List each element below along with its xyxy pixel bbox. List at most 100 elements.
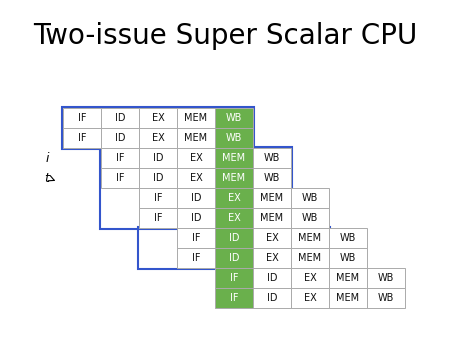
Bar <box>291 268 329 288</box>
Bar <box>291 188 329 208</box>
Bar <box>215 168 253 188</box>
Bar <box>177 188 215 208</box>
Bar <box>367 288 405 308</box>
Bar <box>177 248 215 268</box>
Bar <box>177 208 215 228</box>
Text: IF: IF <box>230 273 238 283</box>
Bar <box>139 108 177 128</box>
Text: IF: IF <box>116 173 124 183</box>
Text: WB: WB <box>378 293 394 303</box>
Bar <box>253 188 291 208</box>
Text: EX: EX <box>266 253 279 263</box>
Bar <box>63 108 101 128</box>
Bar <box>253 228 291 248</box>
Text: WB: WB <box>226 113 242 123</box>
Bar <box>101 128 139 148</box>
Text: WB: WB <box>302 213 318 223</box>
Bar <box>253 168 291 188</box>
Text: MEM: MEM <box>298 233 322 243</box>
Text: EX: EX <box>304 293 316 303</box>
Bar <box>215 248 253 268</box>
Text: EX: EX <box>152 133 164 143</box>
Bar <box>177 148 215 168</box>
Bar <box>138 227 330 269</box>
Text: ID: ID <box>115 113 125 123</box>
Text: MEM: MEM <box>337 293 360 303</box>
Text: IF: IF <box>230 293 238 303</box>
Text: EX: EX <box>266 233 279 243</box>
Text: IF: IF <box>154 193 162 203</box>
Text: t: t <box>45 171 50 185</box>
Bar <box>139 208 177 228</box>
Text: EX: EX <box>189 153 202 163</box>
Bar <box>177 128 215 148</box>
Text: EX: EX <box>189 173 202 183</box>
Bar <box>329 228 367 248</box>
Bar <box>253 148 291 168</box>
Bar <box>291 228 329 248</box>
Text: Two-issue Super Scalar CPU: Two-issue Super Scalar CPU <box>33 22 417 50</box>
Bar <box>177 108 215 128</box>
Text: EX: EX <box>228 193 240 203</box>
Text: ID: ID <box>153 153 163 163</box>
Text: i: i <box>45 151 49 165</box>
Text: WB: WB <box>226 133 242 143</box>
Bar <box>253 208 291 228</box>
Text: ID: ID <box>267 293 277 303</box>
Bar <box>253 268 291 288</box>
Text: MEM: MEM <box>184 113 207 123</box>
Bar <box>139 168 177 188</box>
Bar <box>62 107 254 149</box>
Text: ID: ID <box>229 233 239 243</box>
Bar <box>291 288 329 308</box>
Bar <box>139 188 177 208</box>
Text: ID: ID <box>191 193 201 203</box>
Bar <box>329 248 367 268</box>
Bar <box>139 148 177 168</box>
Bar <box>139 128 177 148</box>
Bar <box>291 248 329 268</box>
Text: WB: WB <box>302 193 318 203</box>
Bar <box>367 268 405 288</box>
Bar <box>101 108 139 128</box>
Bar <box>253 248 291 268</box>
Text: EX: EX <box>228 213 240 223</box>
Bar <box>291 208 329 228</box>
Text: WB: WB <box>340 253 356 263</box>
Text: WB: WB <box>264 153 280 163</box>
Text: MEM: MEM <box>337 273 360 283</box>
Text: IF: IF <box>192 233 200 243</box>
Bar <box>215 128 253 148</box>
Text: ID: ID <box>191 213 201 223</box>
Text: MEM: MEM <box>222 153 246 163</box>
Bar <box>101 148 139 168</box>
Bar <box>215 268 253 288</box>
Bar <box>177 228 215 248</box>
Text: MEM: MEM <box>222 173 246 183</box>
Bar <box>329 268 367 288</box>
Text: ID: ID <box>115 133 125 143</box>
Bar <box>100 147 292 229</box>
Bar <box>215 188 253 208</box>
Text: WB: WB <box>378 273 394 283</box>
Text: IF: IF <box>78 133 86 143</box>
Bar <box>63 128 101 148</box>
Bar <box>215 288 253 308</box>
Text: ID: ID <box>229 253 239 263</box>
Text: MEM: MEM <box>184 133 207 143</box>
Text: EX: EX <box>304 273 316 283</box>
Bar <box>215 208 253 228</box>
Text: WB: WB <box>264 173 280 183</box>
Text: EX: EX <box>152 113 164 123</box>
Text: IF: IF <box>78 113 86 123</box>
Bar <box>215 108 253 128</box>
Bar <box>329 288 367 308</box>
Bar <box>215 228 253 248</box>
Text: MEM: MEM <box>261 193 284 203</box>
Text: MEM: MEM <box>261 213 284 223</box>
Text: IF: IF <box>192 253 200 263</box>
Bar <box>215 148 253 168</box>
Bar <box>253 288 291 308</box>
Text: ID: ID <box>267 273 277 283</box>
Bar <box>177 168 215 188</box>
